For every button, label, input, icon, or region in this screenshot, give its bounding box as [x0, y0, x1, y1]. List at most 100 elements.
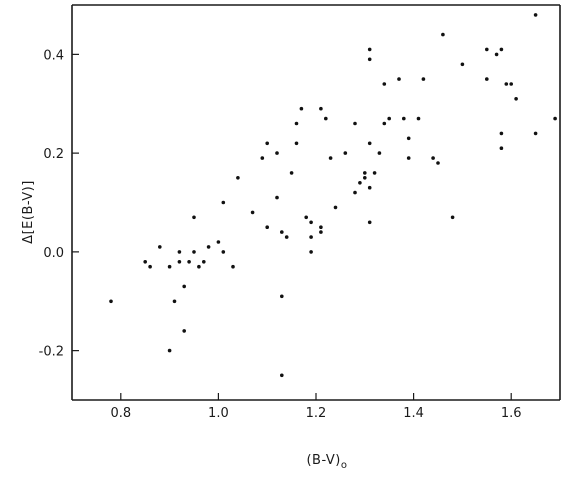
data-point — [494, 52, 499, 57]
data-point — [294, 141, 299, 146]
data-point — [250, 210, 255, 215]
data-point — [280, 373, 284, 378]
data-point — [460, 62, 465, 67]
data-point — [143, 260, 147, 264]
data-point — [167, 348, 172, 353]
data-point — [533, 13, 538, 17]
data-point — [294, 121, 299, 126]
data-point — [309, 250, 313, 254]
data-point — [402, 116, 406, 121]
data-point — [319, 230, 323, 234]
data-point — [280, 294, 284, 299]
data-point — [177, 250, 182, 254]
data-point — [309, 235, 313, 239]
data-point — [363, 171, 367, 175]
data-point — [206, 245, 211, 249]
data-point — [221, 250, 226, 254]
data-point — [192, 215, 196, 220]
data-point — [363, 176, 367, 180]
data-point — [499, 47, 504, 52]
data-point — [231, 264, 235, 269]
y-tick-label: 0.0 — [43, 246, 64, 261]
y-axis-title: Δ[E(B-V)] — [21, 180, 36, 244]
data-point — [158, 245, 162, 249]
data-point — [382, 82, 387, 86]
data-point — [187, 260, 191, 264]
data-point — [441, 32, 445, 37]
data-point — [367, 57, 372, 62]
data-point — [304, 215, 309, 220]
data-point — [406, 136, 411, 141]
data-point — [172, 299, 177, 304]
x-tick-label: 1.0 — [208, 406, 229, 421]
y-tick-label: 0.4 — [43, 48, 64, 63]
data-point — [328, 156, 333, 160]
x-tick-label: 0.8 — [110, 406, 131, 421]
plot-frame — [71, 4, 561, 401]
data-point — [416, 116, 421, 121]
data-point — [148, 264, 152, 269]
data-point — [309, 220, 313, 225]
data-point — [436, 161, 440, 165]
data-point — [192, 250, 196, 254]
x-axis-ticks: 0.8 1.0 1.2 1.4 1.6 — [110, 393, 522, 421]
data-point — [289, 171, 294, 175]
data-point — [504, 82, 509, 86]
data-point — [109, 299, 113, 304]
data-point — [367, 141, 372, 146]
x-tick-label: 1.4 — [403, 406, 424, 421]
y-tick-label: -0.2 — [39, 345, 64, 360]
data-point — [421, 77, 426, 81]
data-point — [533, 131, 538, 136]
data-point — [197, 264, 201, 269]
data-point — [202, 260, 206, 264]
data-point — [367, 185, 372, 190]
x-axis-title-subscript: o — [341, 460, 348, 471]
x-axis-title: (B-V)o — [306, 453, 347, 471]
data-point — [485, 47, 489, 52]
data-point — [367, 47, 372, 52]
data-point — [324, 116, 328, 121]
data-point — [260, 156, 265, 160]
x-tick-label: 1.2 — [306, 406, 327, 421]
data-point — [221, 200, 226, 205]
data-point — [553, 116, 557, 121]
data-point — [499, 146, 504, 150]
data-point — [353, 121, 357, 126]
data-point — [182, 284, 186, 289]
data-point — [450, 215, 455, 220]
data-point — [377, 151, 382, 155]
data-point — [358, 181, 362, 185]
y-axis-ticks: -0.2 0.0 0.2 0.4 — [39, 48, 79, 360]
data-point — [406, 156, 411, 160]
data-point — [275, 151, 279, 155]
data-point — [485, 77, 489, 81]
data-point — [372, 171, 377, 175]
x-axis-title-main: (B-V) — [306, 453, 340, 468]
data-point — [275, 195, 279, 200]
data-point — [343, 151, 348, 155]
data-point — [319, 106, 323, 111]
data-point — [387, 116, 392, 121]
data-point — [319, 225, 323, 229]
data-point — [265, 225, 270, 229]
data-point — [514, 97, 518, 101]
data-point — [299, 106, 304, 111]
data-point — [236, 176, 240, 180]
data-point — [333, 205, 338, 210]
data-point — [182, 329, 186, 333]
data-point — [167, 264, 172, 269]
data-point — [509, 82, 513, 86]
data-point — [499, 131, 504, 136]
data-point — [353, 190, 357, 195]
data-points — [109, 13, 557, 378]
data-point — [265, 141, 270, 146]
data-point — [177, 260, 182, 264]
data-point — [284, 235, 289, 239]
data-point — [431, 156, 435, 160]
data-point — [397, 77, 401, 81]
data-point — [367, 220, 372, 225]
data-point — [216, 240, 221, 244]
y-tick-label: 0.2 — [43, 147, 64, 162]
